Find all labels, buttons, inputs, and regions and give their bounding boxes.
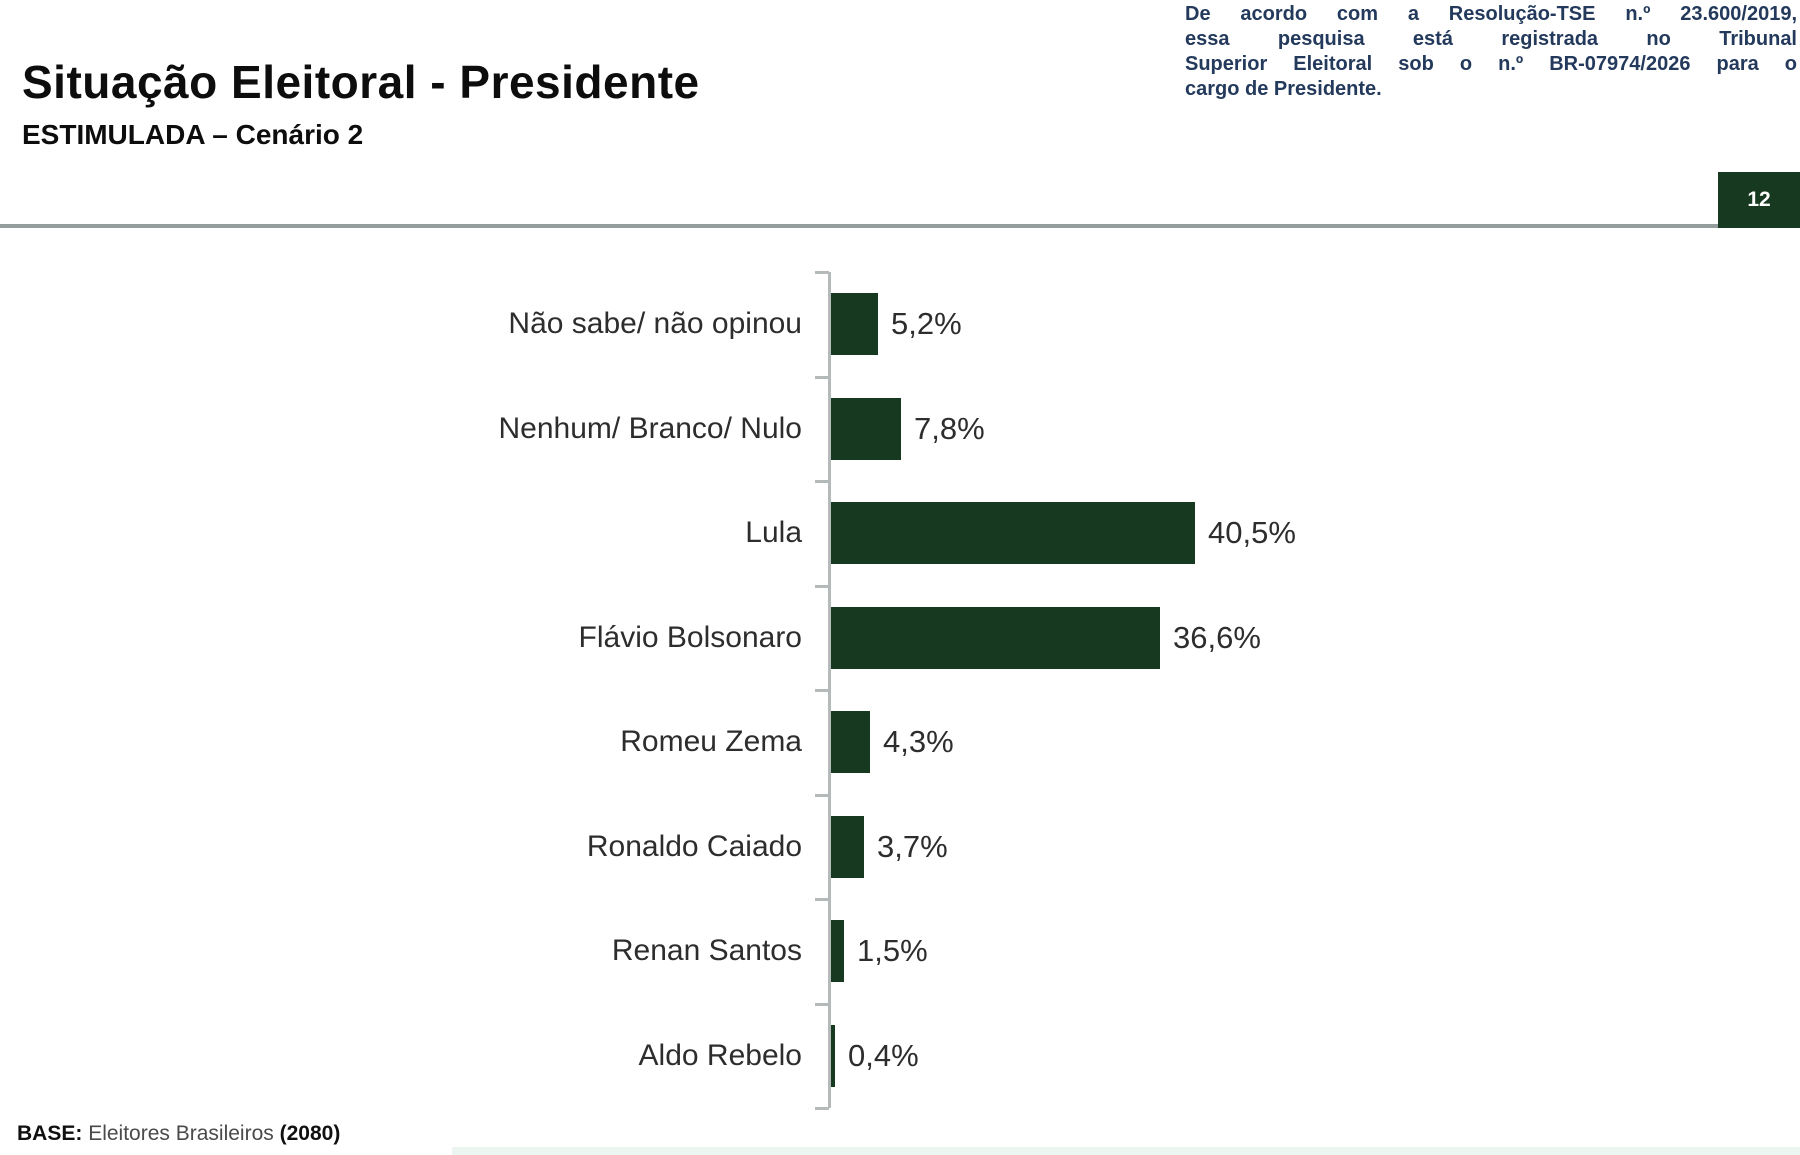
axis-tick [815,794,829,797]
axis-tick [815,689,829,692]
axis-tick [815,1003,829,1006]
page-title: Situação Eleitoral - Presidente [22,56,700,108]
base-text: Eleitores Brasileiros [88,1122,274,1145]
category-label: Nenhum/ Branco/ Nulo [498,411,803,445]
value-label: 4,3% [883,724,954,760]
bar [831,816,864,878]
base-label: BASE: [17,1122,83,1145]
category-label: Ronaldo Caiado [586,829,802,863]
base-count: (2080) [279,1122,341,1145]
tse-note-line: Superior Eleitoral sob o n.º BR-07974/20… [1185,53,1797,75]
tse-registration-note: De acordo com a Resolução-TSE n.º 23.600… [1185,2,1797,102]
category-label: Lula [745,516,802,550]
axis-tick [815,585,829,588]
value-label: 1,5% [857,933,928,969]
category-label: Renan Santos [611,934,802,968]
axis-tick [815,376,829,379]
bar [831,711,870,773]
axis-tick [815,1107,829,1110]
value-label: 40,5% [1208,515,1296,551]
base-note: BASE: Eleitores Brasileiros (2080) [17,1122,340,1146]
axis-tick [815,898,829,901]
bar [831,607,1160,669]
bar [831,920,844,982]
axis-tick [815,271,829,274]
header-divider [0,224,1800,228]
value-label: 7,8% [914,410,985,446]
chart-axis [828,272,831,1108]
bar [831,398,901,460]
tse-note-line: essa pesquisa está registrada no Tribuna… [1185,28,1797,50]
bar [831,293,878,355]
title-block: Situação Eleitoral - Presidente ESTIMULA… [22,55,700,151]
category-label: Romeu Zema [620,725,802,759]
tse-note-line: cargo de Presidente. [1185,78,1382,100]
page-subtitle: ESTIMULADA – Cenário 2 [22,119,364,150]
value-label: 3,7% [877,828,948,864]
axis-tick [815,480,829,483]
category-label: Não sabe/ não opinou [508,307,802,341]
category-label: Flávio Bolsonaro [578,620,802,654]
value-label: 5,2% [891,306,962,342]
value-label: 0,4% [848,1037,919,1073]
bar [831,1025,835,1087]
bar [831,502,1195,564]
page-number-badge: 12 [1718,172,1800,228]
category-label: Aldo Rebelo [638,1038,802,1072]
value-label: 36,6% [1173,619,1261,655]
tse-note-line: De acordo com a Resolução-TSE n.º 23.600… [1185,3,1797,25]
bottom-edge-strip [452,1147,1800,1155]
